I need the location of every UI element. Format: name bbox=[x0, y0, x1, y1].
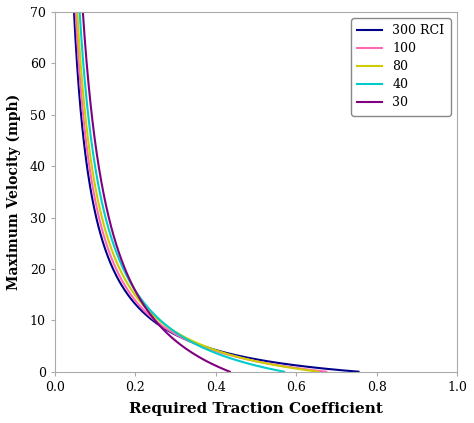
100 bbox=[323, 369, 329, 374]
100 bbox=[99, 224, 104, 229]
300 RCI bbox=[266, 359, 272, 364]
Line: 80: 80 bbox=[77, 12, 318, 372]
40 bbox=[98, 193, 103, 198]
80 bbox=[315, 369, 321, 374]
40 bbox=[236, 358, 242, 363]
40 bbox=[77, 9, 82, 14]
40 bbox=[240, 360, 246, 365]
30 bbox=[139, 300, 145, 305]
80 bbox=[267, 362, 273, 367]
300 RCI bbox=[356, 369, 361, 374]
30 bbox=[227, 369, 233, 374]
40 bbox=[167, 325, 173, 330]
40 bbox=[159, 319, 165, 324]
300 RCI bbox=[197, 342, 202, 347]
Line: 40: 40 bbox=[80, 12, 284, 372]
40 bbox=[281, 369, 287, 374]
Y-axis label: Maximum Velocity (mph): Maximum Velocity (mph) bbox=[7, 93, 21, 290]
80 bbox=[262, 361, 268, 366]
100 bbox=[268, 362, 274, 367]
30 bbox=[194, 354, 200, 359]
30 bbox=[95, 158, 100, 163]
300 RCI bbox=[298, 363, 304, 368]
80 bbox=[172, 329, 178, 334]
Line: 100: 100 bbox=[76, 12, 326, 372]
30 bbox=[80, 9, 86, 14]
X-axis label: Required Traction Coefficient: Required Traction Coefficient bbox=[129, 402, 383, 416]
30 bbox=[197, 355, 203, 360]
80 bbox=[240, 356, 246, 361]
Legend: 300 RCI, 100, 80, 40, 30: 300 RCI, 100, 80, 40, 30 bbox=[351, 18, 451, 116]
Line: 300 RCI: 300 RCI bbox=[74, 12, 358, 372]
300 RCI bbox=[293, 363, 299, 368]
100 bbox=[273, 362, 279, 367]
30 bbox=[181, 345, 187, 350]
80 bbox=[181, 334, 186, 339]
100 bbox=[73, 9, 79, 14]
80 bbox=[74, 9, 80, 14]
300 RCI bbox=[71, 9, 77, 14]
100 bbox=[245, 357, 251, 362]
40 bbox=[217, 352, 223, 357]
100 bbox=[183, 337, 189, 342]
Line: 30: 30 bbox=[83, 12, 230, 372]
300 RCI bbox=[186, 338, 192, 343]
100 bbox=[174, 332, 180, 338]
300 RCI bbox=[100, 240, 106, 245]
80 bbox=[99, 215, 105, 220]
30 bbox=[145, 308, 150, 313]
